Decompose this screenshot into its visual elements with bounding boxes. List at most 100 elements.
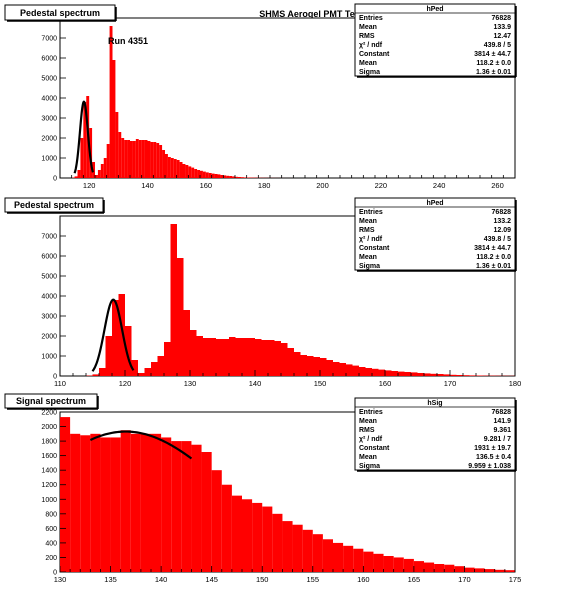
stats-box-name: hSig	[427, 400, 442, 407]
histogram-bin	[182, 164, 186, 178]
pad-title: Pedestal spectrum	[20, 8, 100, 18]
histogram-bin	[159, 145, 163, 178]
histogram-bin	[100, 164, 104, 178]
histogram-bin	[443, 374, 450, 376]
histogram-bin	[326, 360, 333, 376]
histogram-bin	[464, 567, 475, 572]
histogram-bin	[430, 373, 437, 376]
histogram-bin	[242, 338, 249, 376]
stats-label: Mean	[359, 60, 377, 67]
histogram-bin	[424, 373, 431, 376]
histogram-bin	[110, 437, 121, 572]
histogram-bin	[504, 570, 515, 572]
y-tick-label: 2000	[41, 136, 57, 143]
histogram-bin	[320, 358, 327, 376]
histogram-bin	[150, 142, 154, 178]
x-tick-label: 160	[200, 181, 213, 190]
y-tick-label: 1000	[41, 156, 57, 163]
y-tick-label: 1800	[41, 439, 57, 446]
histogram-bin	[393, 557, 404, 572]
histogram-bin	[153, 142, 157, 178]
stats-box: hPed Entries 76828 Mean 133.9 RMS 12.47 χ² / nd…	[354, 3, 517, 78]
histogram-bin	[246, 177, 250, 178]
stats-value: 9.281 / 7	[484, 436, 511, 443]
histogram-bin	[484, 569, 495, 572]
histogram-bin	[242, 499, 253, 572]
pad-title: Signal spectrum	[16, 396, 86, 406]
histogram-bin	[179, 162, 183, 178]
x-tick-label: 140	[141, 181, 154, 190]
histogram-bin	[105, 336, 112, 376]
x-tick-label: 160	[379, 379, 392, 388]
histogram-bin	[106, 144, 110, 178]
histogram-bin	[130, 433, 141, 572]
gaussian-fit-curve	[91, 298, 135, 372]
histogram-bin	[359, 367, 366, 376]
histogram-bin	[343, 545, 354, 572]
histogram-bin	[365, 368, 372, 376]
histogram-bin	[353, 548, 364, 572]
histogram-bin	[201, 452, 212, 572]
pad-2: 110 120 130 140 150 160 170 180 0 1000 2000 3000 400…	[4, 197, 521, 388]
stats-label: RMS	[359, 427, 375, 434]
y-tick-label: 1200	[41, 482, 57, 489]
histogram-bin	[463, 375, 470, 376]
stats-label: Mean	[359, 254, 377, 261]
histogram-bin	[272, 513, 283, 572]
histogram-bin	[454, 566, 465, 572]
stats-label: Sigma	[359, 463, 380, 470]
histogram-bin	[302, 529, 313, 572]
x-tick-label: 160	[357, 575, 370, 584]
histogram-bin	[216, 339, 223, 376]
histogram-bin	[274, 341, 281, 376]
x-tick-label: 135	[104, 575, 117, 584]
pad-3: 130 135 140 145 150 155 160 165 170 175 0 200 400 600…	[4, 393, 521, 584]
histogram-bin	[391, 371, 398, 376]
y-tick-label: 0	[53, 176, 57, 183]
x-tick-label: 145	[205, 575, 218, 584]
histogram-bin	[144, 368, 151, 376]
histogram-bin	[99, 368, 106, 376]
stats-label: Mean	[359, 454, 377, 461]
histogram-bin	[237, 177, 241, 178]
stats-value: 141.9	[493, 418, 511, 425]
y-tick-label: 3000	[41, 116, 57, 123]
histogram-bin	[268, 340, 275, 376]
y-tick-label: 1600	[41, 453, 57, 460]
histogram-bin	[413, 561, 424, 572]
histogram-bin	[437, 374, 444, 376]
x-tick-label: 130	[184, 379, 197, 388]
histogram-bin	[220, 175, 224, 178]
histogram-bin	[398, 371, 405, 376]
histogram-bin	[144, 140, 148, 178]
histogram-bin	[173, 159, 177, 178]
histogram-bin	[307, 356, 314, 376]
run-annotation: Run 4351	[108, 36, 148, 46]
histogram-bin	[383, 556, 394, 572]
histogram-bin	[469, 375, 476, 376]
stats-value: 9.959 ± 1.038	[468, 463, 511, 470]
x-tick-label: 140	[249, 379, 262, 388]
stats-label: Mean	[359, 218, 377, 225]
x-tick-label: 170	[444, 379, 457, 388]
histogram-bin	[124, 140, 128, 178]
stats-value: 9.361	[493, 427, 511, 434]
stats-label: Entries	[359, 15, 383, 22]
x-tick-label: 220	[375, 181, 388, 190]
histogram-bin	[339, 363, 346, 376]
histogram-bin	[203, 338, 210, 376]
x-tick-label: 170	[458, 575, 471, 584]
stats-value: 12.09	[493, 227, 511, 234]
histogram-bin	[162, 150, 165, 178]
histogram-bin	[287, 348, 294, 376]
x-tick-label: 120	[83, 181, 96, 190]
stats-label: Sigma	[359, 263, 380, 270]
x-tick-label: 110	[54, 379, 66, 388]
histogram-bin	[255, 339, 262, 376]
y-tick-label: 3000	[41, 314, 57, 321]
histogram-bars	[86, 224, 515, 376]
histogram-bin	[185, 165, 189, 178]
stats-label: Constant	[359, 245, 390, 252]
gaussian-fit-curve	[89, 430, 193, 460]
histogram-bin	[385, 370, 392, 376]
